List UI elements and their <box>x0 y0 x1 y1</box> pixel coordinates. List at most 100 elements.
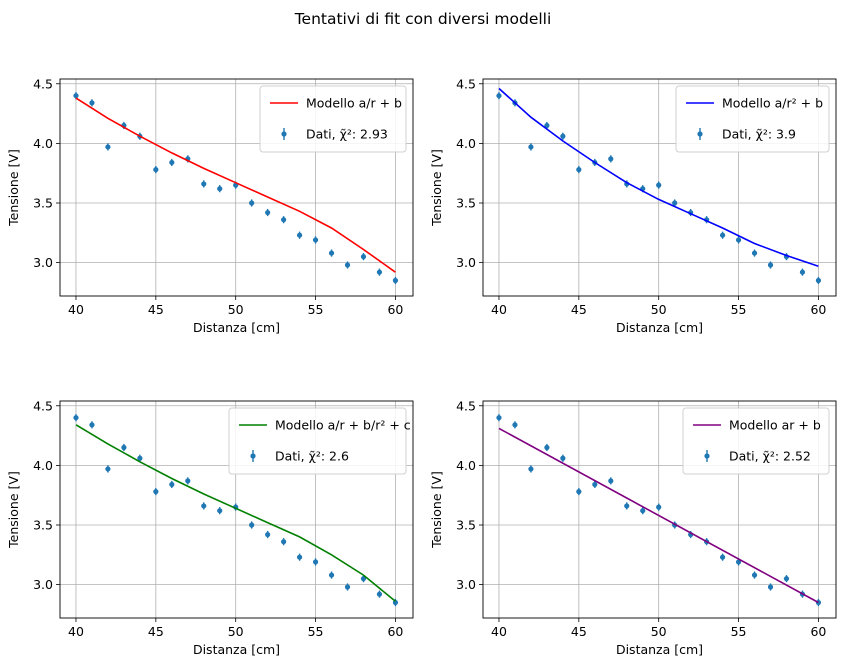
data-point <box>296 554 303 560</box>
x-tick-label: 60 <box>387 302 403 317</box>
y-tick-label: 4.0 <box>456 458 476 473</box>
axes-frame <box>59 400 414 619</box>
data-point <box>153 489 159 495</box>
data-point <box>169 481 175 488</box>
y-axis-label: Tensione [V] <box>6 471 21 549</box>
figure-title: Tentativi di fit con diversi modelli <box>294 10 552 28</box>
data-point <box>751 572 758 578</box>
data-point <box>783 576 790 582</box>
data-point <box>344 584 351 590</box>
y-tick-label: 3.5 <box>456 518 476 533</box>
data-point <box>121 444 127 451</box>
data-point <box>496 93 502 99</box>
data-point <box>735 559 742 565</box>
y-tick-label: 3.0 <box>456 255 476 270</box>
legend-label: Dati, χ̃²: 2.6 <box>275 449 349 464</box>
data-point <box>767 584 774 590</box>
y-tick-label: 3.0 <box>33 577 53 592</box>
legend-box <box>228 407 407 475</box>
x-tick-label: 45 <box>148 302 164 317</box>
y-tick-label: 4.0 <box>33 458 53 473</box>
data-point <box>73 93 79 99</box>
data-point <box>137 455 143 461</box>
x-tick-label: 40 <box>491 624 507 639</box>
data-point <box>89 422 95 428</box>
data-point <box>608 478 614 484</box>
y-tick-label: 4.0 <box>456 136 476 151</box>
x-tick-label: 45 <box>148 624 164 639</box>
data-point <box>735 237 742 243</box>
y-axis-label: Tensione [V] <box>6 149 21 227</box>
x-tick-label: 55 <box>308 624 324 639</box>
data-point <box>344 262 351 268</box>
legend-label: Modello a/r + b <box>306 96 402 111</box>
y-axis-label: Tensione [V] <box>429 471 444 549</box>
legend: Modello ar + b Dati, χ̃²: 2.52 <box>682 407 830 475</box>
x-tick-label: 60 <box>810 302 826 317</box>
data-point <box>217 186 223 192</box>
y-tick-label: 3.5 <box>456 196 476 211</box>
legend-label: Dati, χ̃²: 2.52 <box>729 449 811 464</box>
x-axis-label: Distanza [cm] <box>616 642 703 657</box>
data-point <box>560 133 566 139</box>
data-point <box>312 237 319 243</box>
data-point <box>265 531 271 538</box>
legend-label: Modello a/r + b/r² + c <box>275 418 411 433</box>
y-tick-label: 3.5 <box>33 196 53 211</box>
data-point <box>608 156 614 162</box>
model-line <box>498 87 819 267</box>
x-tick-label: 40 <box>68 624 84 639</box>
data-point <box>249 522 255 528</box>
data-point <box>592 481 598 488</box>
data-point <box>528 144 534 150</box>
data-point <box>360 254 367 260</box>
axes-frame <box>59 78 414 297</box>
subplot-3: 40 45 50 55 60 3.0 3.5 4.0 4.5 Distanza [cm] Tensi… <box>6 398 414 657</box>
x-axis-label: Distanza [cm] <box>616 320 703 335</box>
x-tick-label: 40 <box>491 302 507 317</box>
data-point <box>169 159 175 166</box>
x-tick-label: 60 <box>387 624 403 639</box>
data-point <box>296 232 303 238</box>
data-point <box>328 250 335 256</box>
legend-label: Modello ar + b <box>729 418 821 433</box>
data-point <box>544 122 550 129</box>
x-tick-label: 45 <box>571 302 587 317</box>
data-point <box>265 209 271 216</box>
x-tick-label: 50 <box>651 302 667 317</box>
data-point <box>312 559 319 565</box>
data-point <box>656 504 662 510</box>
y-tick-label: 4.5 <box>33 76 53 91</box>
data-point <box>799 269 806 275</box>
x-axis-label: Distanza [cm] <box>193 320 280 335</box>
subplot-2: 40 45 50 55 60 3.0 3.5 4.0 4.5 Distanza [cm] Tensi… <box>429 76 837 335</box>
y-tick-label: 4.0 <box>33 136 53 151</box>
data-point <box>281 539 287 545</box>
data-point <box>528 466 534 472</box>
data-point <box>656 182 662 188</box>
data-point <box>392 277 399 284</box>
data-point <box>185 478 191 484</box>
legend: Modello a/r² + b Dati, χ̃²: 3.9 <box>675 85 830 153</box>
data-point <box>105 466 111 472</box>
y-axis-label: Tensione [V] <box>429 149 444 227</box>
data-point <box>73 415 79 421</box>
legend-point-swatch <box>704 453 710 459</box>
data-point <box>624 503 630 509</box>
data-point <box>360 576 367 582</box>
x-tick-label: 50 <box>228 302 244 317</box>
axes-frame <box>482 400 837 619</box>
data-point <box>376 591 383 597</box>
x-tick-label: 50 <box>651 624 667 639</box>
x-tick-label: 55 <box>308 302 324 317</box>
x-tick-label: 60 <box>810 624 826 639</box>
legend-label: Modello a/r² + b <box>722 96 823 111</box>
data-point <box>153 167 159 173</box>
data-point <box>560 455 566 461</box>
data-point <box>105 144 111 150</box>
y-tick-label: 4.5 <box>456 398 476 413</box>
x-tick-label: 55 <box>731 624 747 639</box>
x-tick-label: 45 <box>571 624 587 639</box>
legend-label: Dati, χ̃²: 3.9 <box>722 127 796 142</box>
